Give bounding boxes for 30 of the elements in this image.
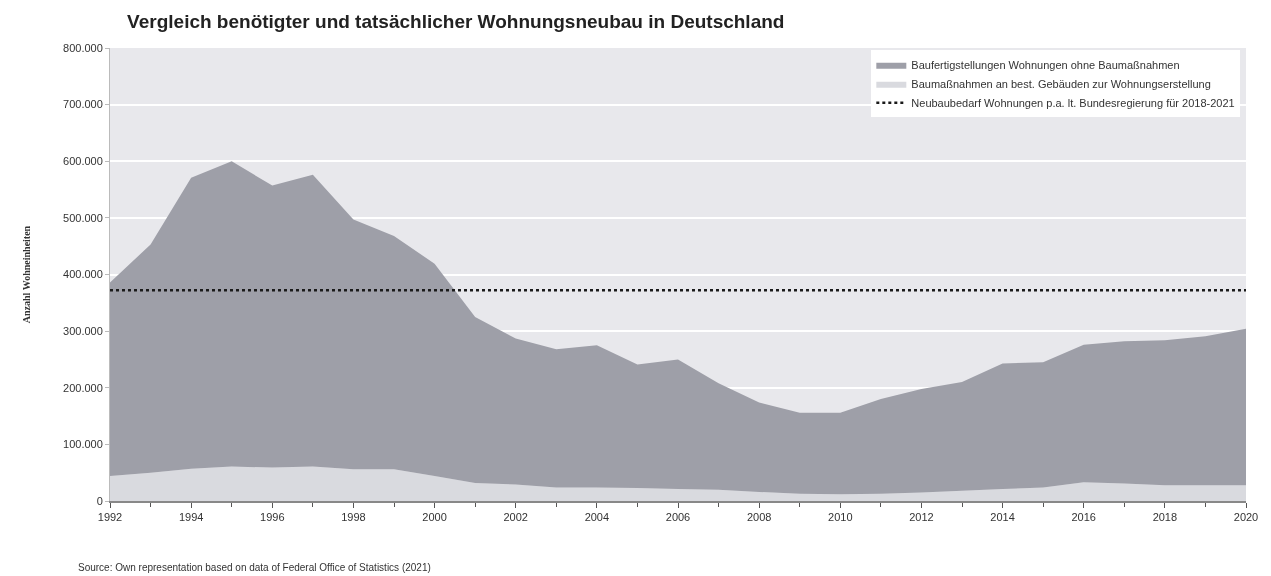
y-tick-label: 100.000 [63,438,103,451]
x-tick-label: 2004 [584,510,610,523]
x-tick-label: 1994 [178,510,204,523]
y-tick-label: 800.000 [63,41,103,54]
y-tick-label: 700.000 [63,98,103,111]
x-tick-label: 2010 [828,510,853,523]
x-tick-label: 2018 [1152,510,1178,523]
y-tick-label: 300.000 [63,324,103,337]
x-tick-label: 2002 [503,510,528,523]
x-tick-label: 2006 [665,510,691,523]
chart-title: Vergleich benötigter und tatsächlicher Wohnungsneubau in Deutschland [127,10,785,32]
x-tick-label: 2014 [990,510,1015,523]
x-tick-label: 2000 [422,510,447,523]
y-tick-label: 500.000 [63,211,103,224]
y-tick-label: 400.000 [63,268,103,281]
legend-label: Neubaubedarf Wohnungen p.a. lt. Bundesregierung für 2018-2021 [911,97,1235,110]
x-tick-label: 1998 [341,510,366,523]
x-tick-label: 2020 [1233,510,1259,523]
legend-label: Baufertigstellungen Wohnungen ohne Baumaßnahmen [911,59,1180,72]
y-axis-title: Anzahl Wohneinheiten [21,225,33,324]
y-tick-label: 200.000 [63,381,103,394]
y-tick-label: 600.000 [63,155,103,168]
x-tick-label: 2012 [909,510,934,523]
y-tick-label: 0 [96,494,103,507]
x-tick-label: 1996 [260,510,285,523]
x-tick-label: 2008 [746,510,772,523]
legend-label: Baumaßnahmen an best. Gebäuden zur Wohnungserstellung [911,78,1211,91]
x-tick-label: 1992 [97,510,123,523]
source-note: Source: Own representation based on data of Federal Office of Statistics (2021) [78,562,431,573]
x-tick-label: 2016 [1071,510,1096,523]
